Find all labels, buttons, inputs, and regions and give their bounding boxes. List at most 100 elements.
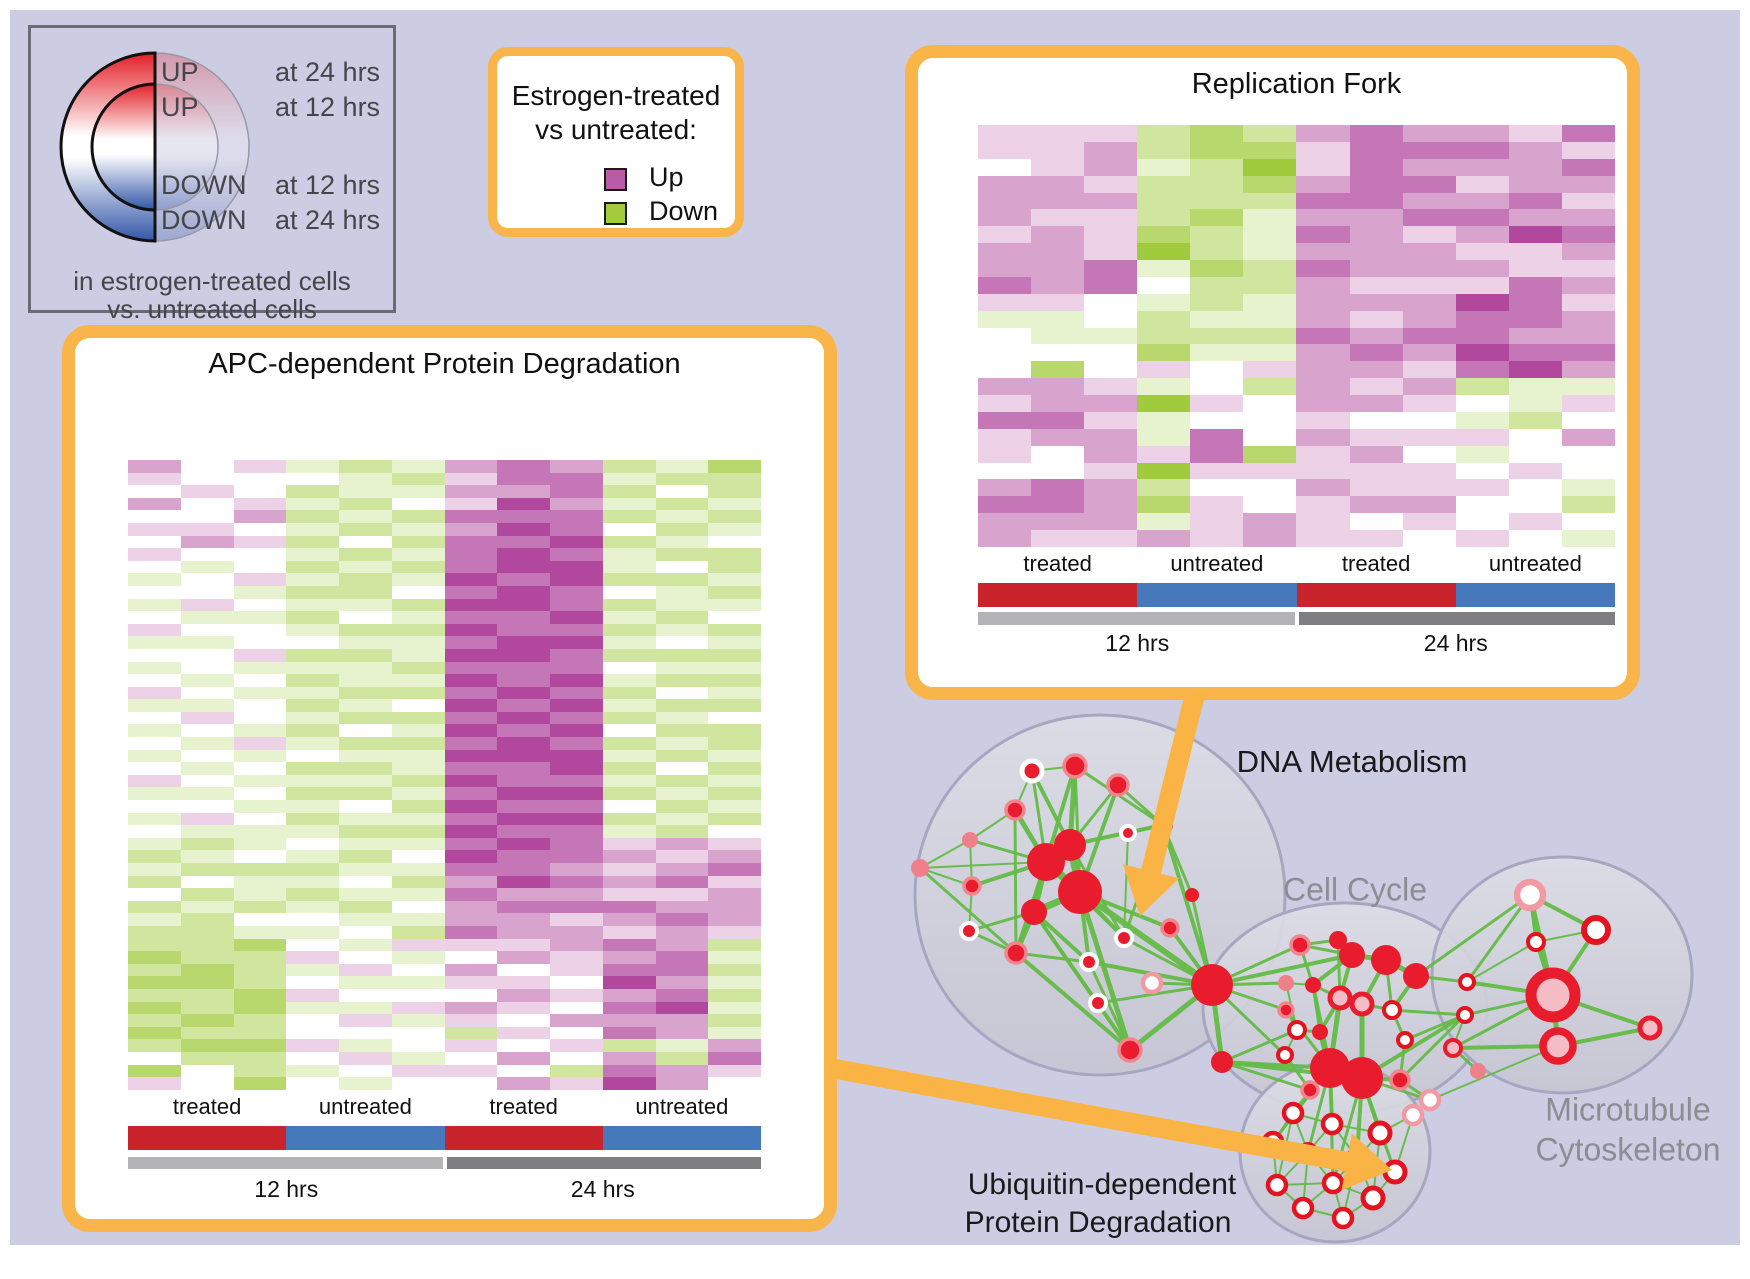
heatmap-cell	[1402, 158, 1456, 176]
heatmap-cell	[128, 598, 181, 612]
legend-dir-up-24: UP	[161, 57, 199, 87]
heatmap-cell	[391, 598, 445, 612]
heatmap-cell	[978, 378, 1032, 395]
heatmap-cell	[233, 812, 287, 826]
heatmap-cell	[1296, 141, 1350, 159]
heatmap-row	[128, 1026, 761, 1040]
heatmap-cell	[708, 648, 761, 662]
heatmap-cell	[1455, 378, 1509, 395]
heatmap-cell	[233, 1014, 287, 1027]
heatmap-cell	[1402, 175, 1456, 193]
heatmap-cell	[978, 479, 1032, 497]
heatmap-cell	[602, 460, 656, 473]
heatmap-cell	[391, 925, 445, 939]
heatmap-cell	[1561, 411, 1615, 429]
heatmap-cell	[233, 850, 287, 863]
heatmap-cell	[180, 963, 234, 977]
heatmap-cell	[602, 699, 656, 712]
heatmap-cell	[1084, 293, 1138, 311]
heatmap-cell	[1508, 158, 1562, 176]
heatmap-cell	[391, 674, 445, 687]
apc-time-bar-12hrs	[128, 1157, 443, 1169]
heatmap-cell	[180, 535, 234, 549]
heatmap-cell	[286, 762, 339, 775]
rf-hour-labels: 12 hrs 24 hrs	[978, 630, 1615, 657]
heatmap-cell	[444, 510, 498, 523]
apc-group-labels: treated untreated treated untreated	[128, 1094, 761, 1120]
heatmap-cell	[1402, 496, 1456, 514]
rf-bar-treated-12	[978, 583, 1138, 607]
heatmap-cell	[550, 510, 603, 523]
heatmap-cell	[550, 611, 603, 624]
heatmap-cell	[602, 976, 656, 989]
heatmap-cell	[1190, 496, 1244, 514]
heatmap-cell	[180, 951, 234, 964]
heatmap-cell	[1031, 513, 1085, 530]
heatmap-cell	[180, 900, 234, 914]
heatmap-cell	[655, 888, 709, 901]
heatmap-cell	[1190, 243, 1244, 260]
heatmap-cell	[550, 749, 603, 763]
heatmap-cell	[497, 1051, 550, 1065]
heatmap-row	[978, 361, 1615, 379]
heatmap-cell	[1190, 141, 1244, 159]
heatmap-cell	[708, 875, 761, 889]
rf-label-24hrs: 24 hrs	[1423, 630, 1488, 656]
apc-hour-labels: 12 hrs 24 hrs	[128, 1176, 761, 1203]
heatmap-row	[128, 1039, 761, 1052]
heatmap-cell	[550, 598, 603, 612]
heatmap-cell	[444, 1014, 498, 1027]
heatmap-cell	[1402, 327, 1456, 345]
heatmap-cell	[180, 938, 234, 952]
heatmap-cell	[180, 837, 234, 851]
heatmap-cell	[339, 522, 392, 536]
heatmap-cell	[708, 925, 761, 939]
heatmap-cell	[339, 598, 392, 612]
heatmap-cell	[550, 875, 603, 889]
heatmap-cell	[655, 724, 709, 738]
heatmap-cell	[1243, 141, 1297, 159]
heatmap-cell	[708, 674, 761, 687]
heatmap-cell	[1031, 445, 1085, 463]
heatmap-cell	[602, 850, 656, 863]
heatmap-cell	[655, 472, 709, 486]
heatmap-cell	[391, 938, 445, 952]
heatmap-row	[978, 513, 1615, 530]
heatmap-row	[128, 472, 761, 486]
heatmap-cell	[708, 460, 761, 473]
heatmap-cell	[655, 699, 709, 712]
rf-time-bar-12hrs	[978, 612, 1295, 625]
heatmap-cell	[1349, 243, 1403, 260]
heatmap-cell	[286, 988, 339, 1002]
heatmap-cell	[1561, 445, 1615, 463]
heatmap-cell	[444, 1039, 498, 1052]
heatmap-cell	[180, 598, 234, 612]
heatmap-cell	[444, 737, 498, 750]
heatmap-row	[128, 737, 761, 750]
heatmap-cell	[497, 888, 550, 901]
heatmap-row	[128, 988, 761, 1002]
heatmap-cell	[708, 711, 761, 725]
heatmap-cell	[1190, 327, 1244, 345]
heatmap-cell	[286, 535, 339, 549]
estrogen-legend-box: Estrogen-treated vs untreated: Up Down	[488, 47, 744, 237]
heatmap-cell	[1561, 125, 1615, 142]
heatmap-cell	[286, 976, 339, 989]
heatmap-cell	[550, 686, 603, 700]
heatmap-cell	[1031, 411, 1085, 429]
heatmap-cell	[1137, 428, 1191, 446]
heatmap-row	[128, 648, 761, 662]
heatmap-cell	[339, 837, 392, 851]
heatmap-cell	[1031, 158, 1085, 176]
heatmap-cell	[1561, 378, 1615, 395]
rf-bar-untreated-24	[1455, 583, 1615, 607]
heatmap-cell	[550, 648, 603, 662]
heatmap-cell	[550, 963, 603, 977]
heatmap-cell	[391, 699, 445, 712]
heatmap-cell	[1508, 243, 1562, 260]
down-label: Down	[649, 196, 719, 226]
heatmap-cell	[180, 661, 234, 675]
heatmap-cell	[180, 737, 234, 750]
heatmap-cell	[444, 585, 498, 599]
heatmap-cell	[128, 1051, 181, 1065]
